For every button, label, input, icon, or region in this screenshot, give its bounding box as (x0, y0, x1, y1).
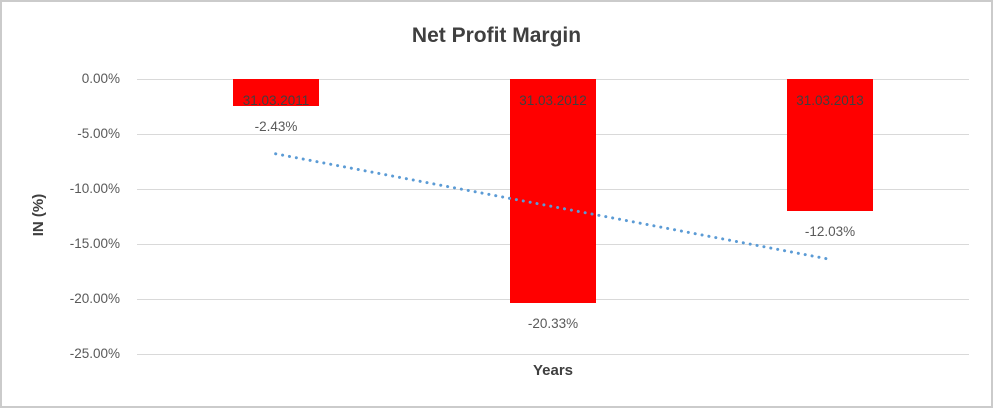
bar-31.03.2011 (233, 79, 319, 106)
gridline (137, 354, 969, 355)
category-label: 31.03.2011 (242, 93, 310, 108)
data-label: -20.33% (527, 316, 579, 331)
category-label: 31.03.2013 (796, 93, 864, 108)
y-axis-tick-label: -20.00% (69, 291, 120, 306)
category-label: 31.03.2012 (519, 93, 587, 108)
y-axis-tick-label: 0.00% (81, 71, 120, 86)
data-label: -2.43% (254, 119, 298, 134)
y-axis-tick-label: -5.00% (77, 126, 120, 141)
bar-31.03.2012 (510, 79, 596, 303)
x-axis-title: Years (532, 362, 574, 379)
chart-title: Net Profit Margin (411, 24, 582, 47)
y-axis-tick-label: -15.00% (69, 236, 120, 251)
y-axis-title: IN (%) (30, 193, 47, 237)
y-axis-tick-label: -10.00% (69, 181, 120, 196)
data-label: -12.03% (804, 224, 856, 239)
y-axis-tick-label: -25.00% (69, 346, 120, 361)
